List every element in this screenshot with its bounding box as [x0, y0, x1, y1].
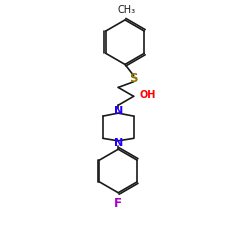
Text: N: N — [114, 106, 123, 116]
Text: CH₃: CH₃ — [117, 6, 135, 16]
Text: N: N — [114, 138, 123, 148]
Text: OH: OH — [139, 90, 156, 100]
Text: F: F — [114, 197, 122, 210]
Text: S: S — [130, 72, 138, 85]
